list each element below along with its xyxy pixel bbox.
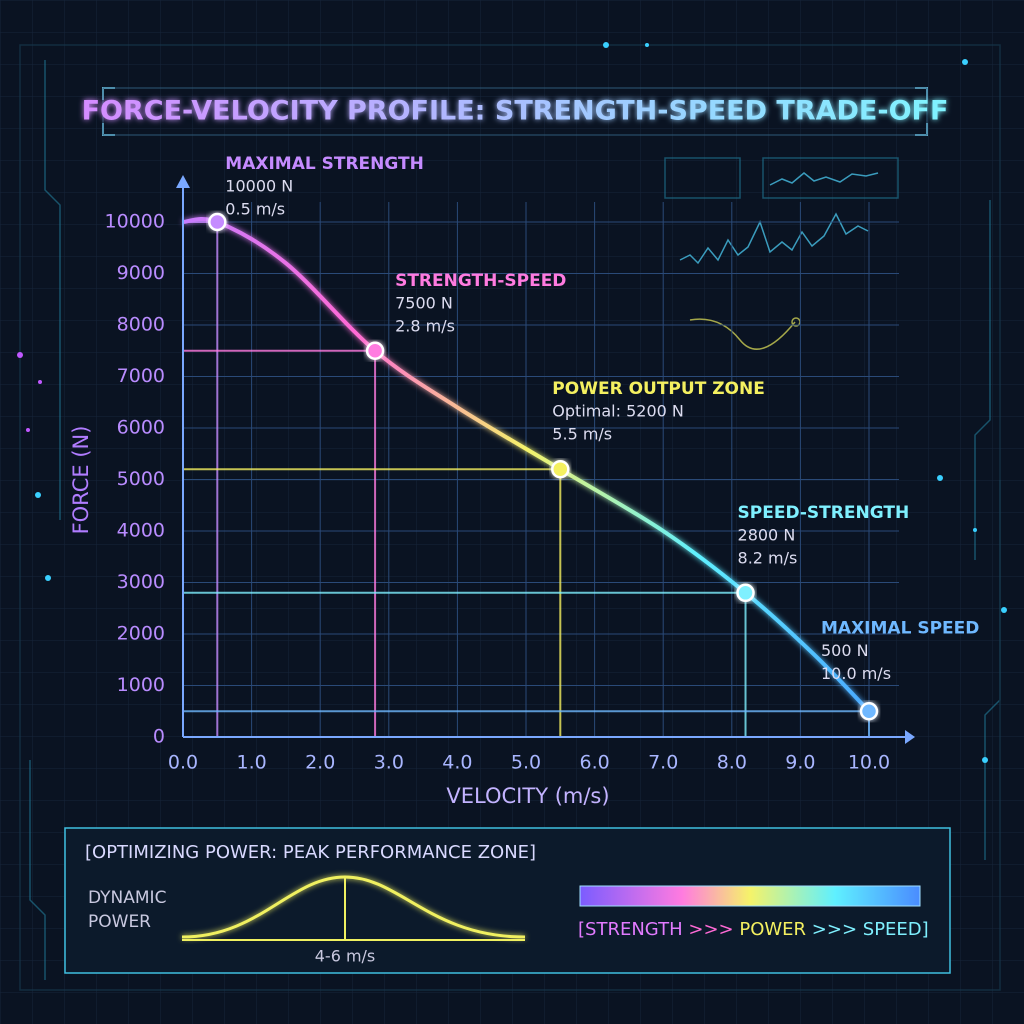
scale-label: [STRENGTH >>> POWER >>> SPEED] xyxy=(578,919,929,940)
annotation-velocity: 2.8 m/s xyxy=(395,316,455,335)
x-tick-label: 3.0 xyxy=(374,752,404,774)
x-tick-label: 6.0 xyxy=(579,752,609,774)
x-tick-label: 2.0 xyxy=(305,752,335,774)
scale-part: >>> xyxy=(688,919,733,940)
scale-part: SPEED] xyxy=(863,919,929,940)
annotation-title: MAXIMAL STRENGTH xyxy=(225,154,424,174)
annotation-title: MAXIMAL SPEED xyxy=(821,618,979,638)
x-axis-label: VELOCITY (m/s) xyxy=(446,784,609,808)
dots-decor xyxy=(35,42,1007,763)
y-axis-label: FORCE (N) xyxy=(69,426,93,535)
x-tick-label: 1.0 xyxy=(236,752,266,774)
annotation-force: 7500 N xyxy=(395,293,453,312)
point-marker xyxy=(551,459,570,479)
annotation-velocity: 5.5 m/s xyxy=(552,425,612,444)
annotation-title: STRENGTH-SPEED xyxy=(395,271,566,291)
y-tick-label: 0 xyxy=(153,726,165,748)
point-marker xyxy=(736,583,755,603)
y-tick-label: 1000 xyxy=(117,674,165,696)
y-tick-label: 7000 xyxy=(117,365,165,387)
panel-label: POWER xyxy=(88,912,151,932)
panel-label: DYNAMIC xyxy=(88,888,166,908)
dots-decor-purple xyxy=(17,352,42,432)
curve xyxy=(182,216,871,713)
panel-title: [OPTIMIZING POWER: PEAK PERFORMANCE ZONE… xyxy=(85,842,536,863)
annotation-force: 10000 N xyxy=(225,177,293,196)
x-tick-label: 9.0 xyxy=(785,752,815,774)
annotation-title: SPEED-STRENGTH xyxy=(738,503,910,523)
point-marker xyxy=(859,702,879,721)
y-tick-label: 3000 xyxy=(117,571,165,593)
y-tick-label: 5000 xyxy=(117,468,165,490)
chart-title: FORCE-VELOCITY PROFILE: STRENGTH-SPEED T… xyxy=(82,96,949,127)
scale-part: POWER xyxy=(739,919,806,940)
x-tick-label: 10.0 xyxy=(848,752,890,774)
title-frame xyxy=(102,87,928,136)
annotation-velocity: 0.5 m/s xyxy=(225,200,285,219)
annotation-velocity: 10.0 m/s xyxy=(821,664,891,683)
circuit-decor xyxy=(19,44,1001,991)
power-axis xyxy=(182,877,525,941)
gradient-bar xyxy=(579,885,921,907)
scale-part: [STRENGTH xyxy=(578,919,683,940)
y-tick-label: 10000 xyxy=(105,211,165,233)
annotation-force: 500 N xyxy=(821,641,869,660)
y-tick-label: 6000 xyxy=(117,417,165,439)
range-label: 4-6 m/s xyxy=(315,947,376,966)
annotation-title: POWER OUTPUT ZONE xyxy=(552,379,765,399)
annotation-force: Optimal: 5200 N xyxy=(552,402,684,421)
y-tick-label: 2000 xyxy=(117,623,165,645)
x-tick-label: 5.0 xyxy=(511,752,541,774)
y-tick-label: 9000 xyxy=(117,262,165,284)
point-marker xyxy=(365,341,385,360)
x-tick-label: 7.0 xyxy=(648,752,678,774)
annotation-force: 2800 N xyxy=(738,525,796,544)
axes xyxy=(182,185,905,738)
y-tick-label: 8000 xyxy=(117,314,165,336)
scale-part: >>> xyxy=(812,919,857,940)
x-tick-label: 8.0 xyxy=(717,752,747,774)
x-tick-label: 0.0 xyxy=(168,752,198,774)
annotation-velocity: 8.2 m/s xyxy=(738,548,798,567)
point-marker xyxy=(208,212,227,232)
x-tick-label: 4.0 xyxy=(442,752,472,774)
y-tick-label: 4000 xyxy=(117,520,165,542)
